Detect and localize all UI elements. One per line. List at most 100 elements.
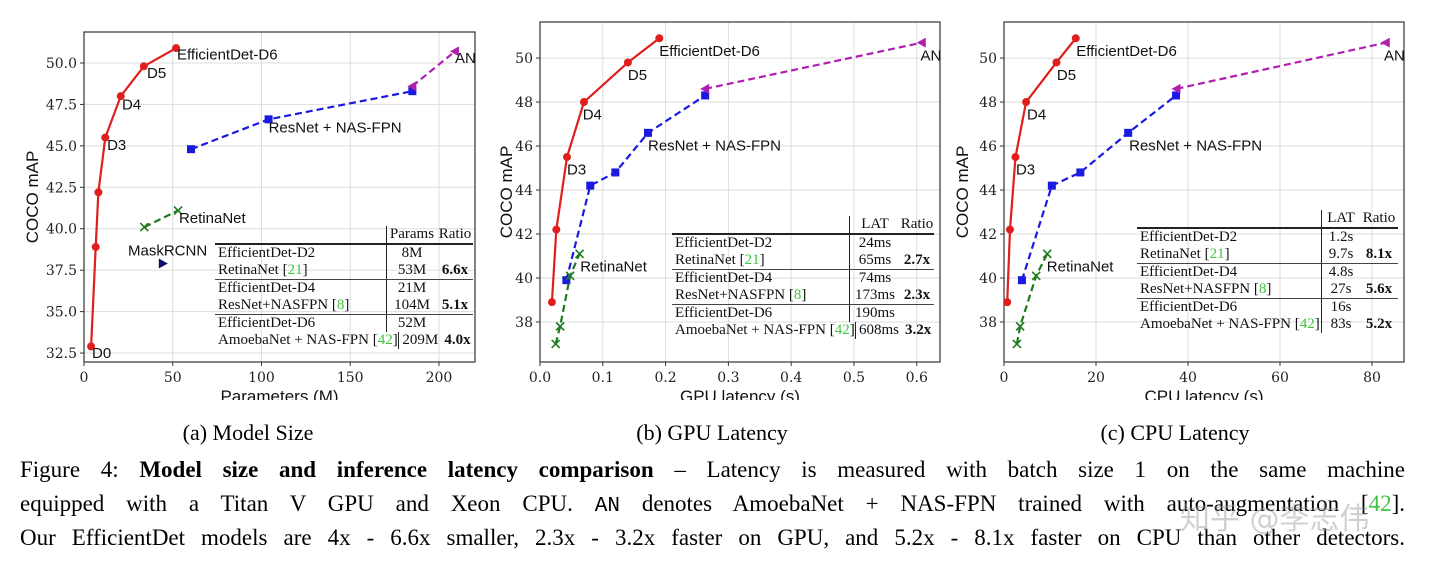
citation-link[interactable]: 8 <box>1258 281 1267 297</box>
data-point <box>1172 91 1181 100</box>
data-point <box>655 34 664 43</box>
caption-text: ]. <box>1391 491 1406 516</box>
model-name-cell: EfficientDet-D2 <box>1140 229 1238 245</box>
y-tick-label: 40.0 <box>46 222 77 238</box>
model-name-cell: EfficientDet-D2 <box>218 245 316 261</box>
series-maskrcnn <box>158 258 168 269</box>
x-axis-label: GPU latency (s) <box>680 387 800 400</box>
citation-link[interactable]: 42 <box>834 322 850 338</box>
data-point <box>547 298 556 307</box>
caption-text: denotes AmoebaNet + NAS-FPN trained with… <box>641 491 1369 516</box>
data-point <box>555 321 565 331</box>
point-label: D3 <box>1016 162 1035 179</box>
data-point <box>579 98 588 107</box>
table-row: AmoebaNet + NAS-FPN [42] 209M 4.0x <box>215 332 473 349</box>
data-point <box>91 242 100 251</box>
ratio-cell <box>900 305 934 322</box>
model-name-cell: RetinaNet [21] <box>675 252 765 268</box>
subcaption-b: (b) GPU Latency <box>636 420 788 445</box>
data-point <box>408 87 417 96</box>
point-label: EfficientDet-D6 <box>177 47 278 64</box>
table-row: RetinaNet [21] 65ms 2.7x <box>672 252 934 270</box>
data-point <box>449 46 459 57</box>
data-point <box>644 128 653 137</box>
comparison-table-c: LAT Ratio EfficientDet-D2 1.2s RetinaNet [21… <box>1137 210 1398 333</box>
table-row: EfficientDet-D6 52M <box>215 315 473 332</box>
figure-label: Figure 4: <box>20 457 119 482</box>
series-efficientdet <box>547 34 664 307</box>
point-label: D4 <box>122 96 141 113</box>
data-point <box>407 81 417 92</box>
citation-link[interactable]: 42 <box>1299 316 1315 332</box>
data-point <box>611 168 620 177</box>
ratio-cell <box>900 235 934 252</box>
ratio-cell <box>437 245 473 262</box>
header-cell: LAT <box>849 216 900 233</box>
data-point <box>1124 128 1133 137</box>
comparison-table-b: LAT Ratio EfficientDet-D2 24ms RetinaNet [21… <box>672 216 934 339</box>
series-line <box>1176 41 1387 90</box>
citation-link[interactable]: 21 <box>1209 246 1225 262</box>
data-point <box>701 91 710 100</box>
table-row: EfficientDet-D2 1.2s <box>1137 229 1398 246</box>
citation-link[interactable]: 21 <box>744 252 760 268</box>
header-cell: Ratio <box>900 216 934 232</box>
table-row: AmoebaNet + NAS-FPN [42] 83s 5.2x <box>1137 316 1398 333</box>
plot-frame <box>83 31 476 363</box>
citation-link[interactable]: 21 <box>287 262 303 278</box>
model-name-cell: AmoebaNet + NAS-FPN [42] <box>218 332 398 348</box>
x-tick-label: 0.2 <box>654 370 676 386</box>
chart-c: 0 20 40 60 80 38 40 42 44 46 48 50 CPU latency (s) CO… <box>953 21 1405 400</box>
data-point <box>562 276 571 285</box>
y-tick-label: 50.0 <box>46 56 77 72</box>
point-label: D5 <box>1057 67 1076 84</box>
point-label: D4 <box>583 107 602 124</box>
model-name-cell: EfficientDet-D6 <box>218 315 316 331</box>
series-resnet-nas-fpn <box>562 91 710 285</box>
data-point <box>574 249 585 259</box>
ratio-cell <box>437 315 473 332</box>
data-point <box>1011 153 1020 162</box>
series-line <box>1006 37 1077 303</box>
y-tick-label: 37.5 <box>46 263 77 279</box>
data-point <box>158 258 168 269</box>
point-label: EfficientDet-D6 <box>659 43 760 60</box>
citation-link[interactable]: 8 <box>336 297 345 313</box>
data-point <box>551 339 561 349</box>
data-point <box>1171 83 1181 94</box>
value-cell: 65ms <box>849 252 900 269</box>
data-point <box>1005 225 1014 234</box>
point-label: RetinaNet <box>580 258 648 275</box>
y-tick-label: 44 <box>979 183 997 199</box>
series-line <box>704 41 923 90</box>
x-tick-label: 40 <box>1179 370 1197 386</box>
y-tick-label: 40 <box>979 271 997 287</box>
caption-text: equipped with a Titan V GPU and Xeon CPU… <box>20 491 573 516</box>
citation-link[interactable]: 42 <box>1368 491 1392 516</box>
table-row: EfficientDet-D2 24ms <box>672 235 934 252</box>
point-label: EfficientDet-D6 <box>1076 43 1177 60</box>
chart-b: 0.0 0.1 0.2 0.3 0.4 0.5 0.6 38 40 42 44 46 48 50 GPU l… <box>497 21 941 400</box>
y-axis-label: COCO mAP <box>953 146 972 239</box>
citation-link[interactable]: 8 <box>793 287 802 303</box>
model-name-cell: EfficientDet-D2 <box>675 235 773 251</box>
table-row: EfficientDet-D6 190ms <box>672 305 934 322</box>
citation-link[interactable]: 42 <box>377 332 393 348</box>
model-name-cell: EfficientDet-D6 <box>1140 299 1238 315</box>
model-name-cell: AmoebaNet + NAS-FPN [42] <box>675 322 855 338</box>
data-point <box>94 188 103 197</box>
data-point <box>139 222 149 232</box>
header-cell <box>215 226 386 243</box>
value-cell: 8M <box>386 245 437 262</box>
series-line <box>411 50 456 88</box>
point-label: D3 <box>107 137 126 154</box>
data-point <box>1017 276 1026 285</box>
subcaption-a: (a) Model Size <box>182 420 314 445</box>
point-label: D4 <box>1027 107 1046 124</box>
data-point <box>700 83 710 94</box>
header-cell: Ratio <box>1362 210 1396 226</box>
ratio-cell <box>1360 299 1398 316</box>
x-axis-label: CPU latency (s) <box>1144 387 1263 400</box>
value-cell: 74ms <box>849 270 900 287</box>
y-tick-label: 32.5 <box>46 346 77 362</box>
